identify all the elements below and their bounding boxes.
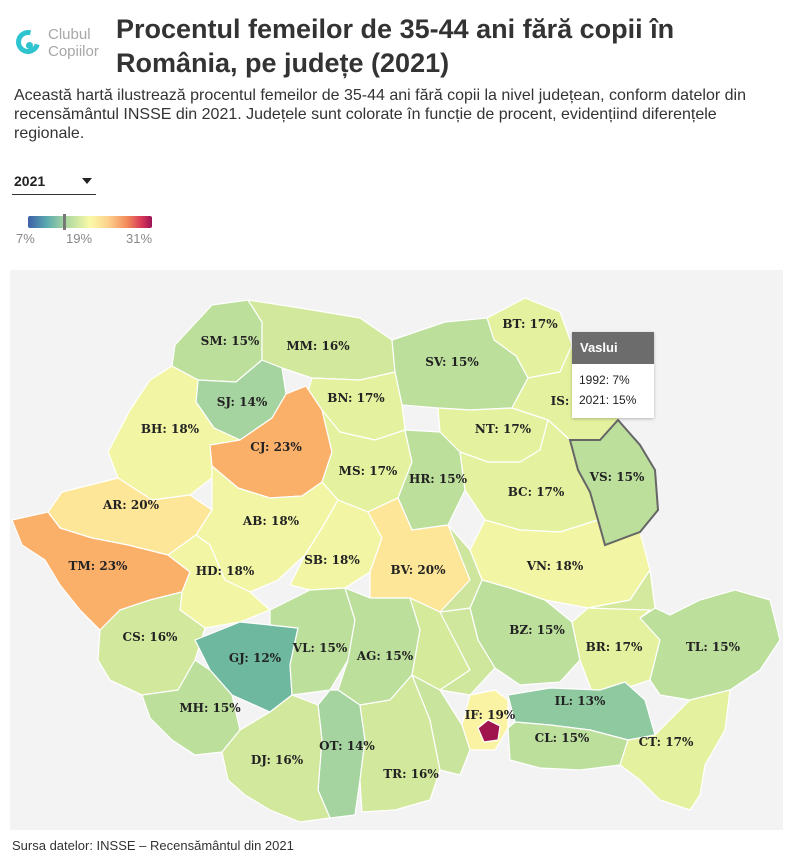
county-label-br: BR: 17% (586, 640, 643, 654)
romania-map: SM: 15% MM: 16% BT: 17% SV: 15% SJ: 14% BN: 1… (11, 297, 781, 823)
legend-mid-label: 19% (66, 231, 93, 246)
county-label-ag: AG: 15% (356, 649, 414, 663)
page-title: Procentul femeilor de 35-44 ani fără cop… (116, 14, 675, 78)
county-label-cj: CJ: 23% (250, 440, 302, 454)
legend-marker (63, 214, 66, 230)
county-label-tr: TR: 16% (383, 767, 439, 781)
tooltip-row-2021: 2021: 15% (579, 393, 637, 407)
county-b[interactable] (477, 719, 501, 743)
county-ot[interactable] (317, 689, 366, 819)
county-label-vs: VS: 15% (589, 470, 645, 484)
county-label-il: IL: 13% (555, 694, 606, 708)
county-label-bt: BT: 17% (502, 317, 558, 331)
county-label-ab: AB: 18% (242, 514, 300, 528)
brand-logo: Clubul Copiilor (11, 20, 114, 66)
county-label-is: IS: (551, 394, 570, 408)
tooltip-row-1992: 1992: 7% (579, 373, 630, 387)
county-label-cs: CS: 16% (123, 630, 179, 644)
data-source-note: Sursa datelor: INSSE – Recensământul din… (12, 838, 294, 853)
year-dropdown[interactable]: 2021 (12, 170, 96, 195)
map-panel: SM: 15% MM: 16% BT: 17% SV: 15% SJ: 14% BN: 1… (10, 270, 783, 830)
logo-dot-icon (26, 42, 33, 49)
county-label-cl: CL: 15% (535, 731, 590, 745)
county-cv[interactable] (439, 524, 483, 613)
county-label-ct: CT: 17% (639, 735, 694, 749)
county-label-nt: NT: 17% (475, 422, 532, 436)
county-gl[interactable] (587, 569, 656, 619)
county-label-mh: MH: 15% (179, 701, 241, 715)
county-label-bv: BV: 20% (391, 563, 447, 577)
year-dropdown-value: 2021 (14, 173, 46, 189)
county-ct[interactable] (619, 689, 731, 811)
county-label-hr: HR: 15% (409, 472, 468, 486)
tooltip-title: Vaslui (572, 332, 654, 364)
county-label-sv: SV: 15% (425, 355, 479, 369)
legend-min-label: 7% (16, 231, 35, 246)
county-hd[interactable] (167, 534, 271, 629)
county-label-sb: SB: 18% (304, 553, 360, 567)
county-tl[interactable] (639, 589, 781, 701)
county-dj[interactable] (221, 694, 331, 823)
county-tr[interactable] (359, 674, 441, 813)
brand-name-line2: Copiilor (48, 43, 99, 60)
county-label-vn: VN: 18% (526, 559, 584, 573)
county-gr[interactable] (411, 674, 471, 776)
county-label-bc: BC: 17% (508, 485, 565, 499)
county-label-bz: BZ: 15% (509, 623, 565, 637)
county-label-bn: BN: 17% (327, 391, 385, 405)
county-label-bh: BH: 18% (141, 422, 200, 436)
legend-max-label: 31% (126, 231, 153, 246)
county-label-vl: VL: 15% (292, 641, 348, 655)
county-label-ot: OT: 14% (319, 739, 375, 753)
county-label-tm: TM: 23% (69, 559, 129, 573)
county-label-tl: TL: 15% (686, 640, 741, 654)
county-label-if: IF: 19% (465, 708, 516, 722)
county-label-hd: HD: 18% (196, 564, 255, 578)
county-label-ms: MS: 17% (339, 464, 398, 478)
color-legend: 7% 19% 31% (14, 214, 164, 248)
chevron-down-icon (82, 178, 92, 184)
header: Clubul Copiilor Procentul femeilor de 35… (11, 12, 784, 78)
county-label-sj: SJ: 14% (217, 395, 268, 409)
county-label-mm: MM: 16% (286, 339, 350, 353)
vaslui-highlight-outline (568, 418, 660, 547)
county-label-dj: DJ: 16% (251, 753, 304, 767)
county-label-ar: AR: 20% (102, 498, 160, 512)
brand-name-line1: Clubul (48, 26, 91, 43)
county-ph[interactable] (439, 607, 496, 696)
page-subtitle: Această hartă ilustrează procentul femei… (14, 87, 746, 142)
county-label-gj: GJ: 12% (229, 651, 282, 665)
legend-gradient-bar (28, 216, 152, 228)
county-label-sm: SM: 15% (201, 334, 260, 348)
county-tooltip: Vaslui 1992: 7% 2021: 15% (572, 332, 654, 418)
